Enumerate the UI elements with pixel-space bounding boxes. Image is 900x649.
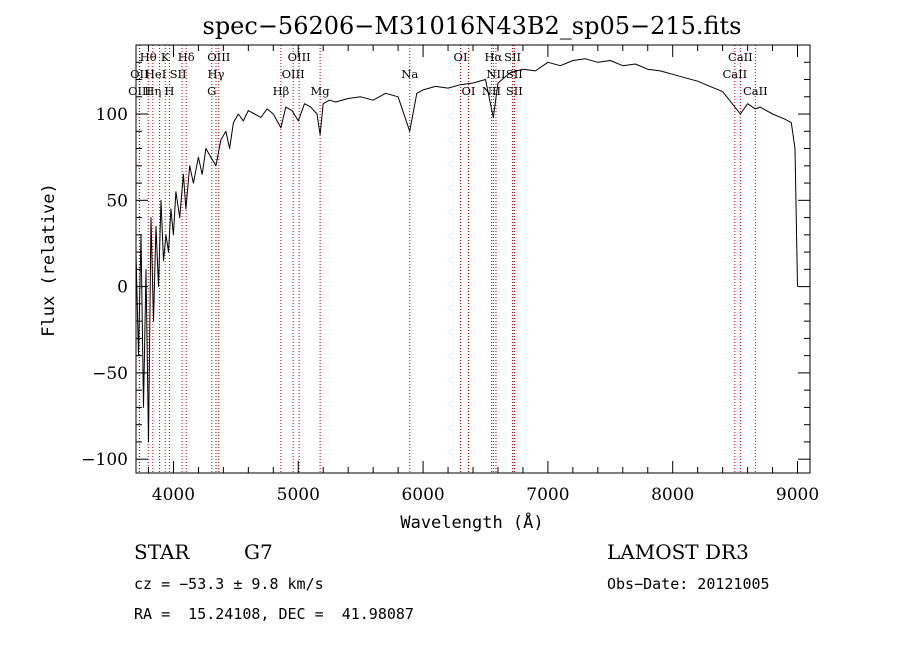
y-tick-label: −100 xyxy=(81,450,128,470)
y-tick-label: 100 xyxy=(96,105,128,125)
spectral-line-label: OII xyxy=(130,67,149,81)
spectral-line-label: Hη xyxy=(144,84,161,98)
object-class: STAR xyxy=(134,540,190,564)
spectral-line-label: CaII xyxy=(728,50,753,64)
spectral-line-labels: Hθ OII OIII K Hδ HeI SII Hη H OIII Hγ G OIII OIII Hβ Mg… xyxy=(128,50,768,98)
x-tick-label: 6000 xyxy=(401,485,444,505)
spectral-line-label: Hθ xyxy=(140,50,157,64)
observation-date: Obs−Date: 20121005 xyxy=(607,575,770,593)
survey-name: LAMOST DR3 xyxy=(607,540,749,564)
spectral-line-label: OIII xyxy=(282,67,305,81)
x-axis-label: Wavelength (Å) xyxy=(400,511,543,533)
spectral-line-label: OI xyxy=(462,84,476,98)
spectral-line-label: G xyxy=(207,84,216,98)
spectral-line-label: Na xyxy=(401,67,418,81)
coordinates: RA = 15.24108, DEC = 41.98087 xyxy=(134,605,414,623)
redshift-velocity: cz = −53.3 ± 9.8 km/s xyxy=(134,575,324,593)
spectral-line-markers xyxy=(138,45,756,473)
spectral-line-label: OIII xyxy=(207,50,230,64)
spectral-line-label: H xyxy=(164,84,174,98)
spectral-line-label: Mg xyxy=(311,84,331,98)
spectral-line-label: Hδ xyxy=(178,50,195,64)
y-tick-label: −50 xyxy=(92,364,128,384)
spectral-line-label: OI xyxy=(454,50,468,64)
spectral-line-label: Hβ xyxy=(273,84,290,98)
x-tick-label: 7000 xyxy=(526,485,569,505)
spectral-line-label: NII xyxy=(482,84,501,98)
y-tick-label: 0 xyxy=(117,278,128,298)
spectral-line-label: SII xyxy=(506,84,523,98)
spectral-line-label: OIII xyxy=(128,84,151,98)
spectrum-series xyxy=(135,58,798,443)
y-axis-label: Flux (relative) xyxy=(39,183,59,337)
spectral-line-label: SII xyxy=(170,67,187,81)
spectral-line-label: Hα xyxy=(484,50,502,64)
plot-frame xyxy=(135,44,811,474)
object-subclass: G7 xyxy=(244,540,273,564)
spectral-line-label: K xyxy=(161,50,170,64)
x-tick-label: 5000 xyxy=(277,485,320,505)
spectrum-line xyxy=(135,58,798,443)
spectral-line-label: NII xyxy=(486,67,505,81)
spectral-line-label: OIII xyxy=(288,50,311,64)
y-tick-label: 50 xyxy=(106,191,128,211)
spectral-line-label: SII xyxy=(504,50,521,64)
chart-title: spec−56206−M31016N43B2_sp05−215.fits xyxy=(203,12,742,40)
spectral-line-label: CaII xyxy=(722,67,747,81)
spectral-line-label: Hγ xyxy=(208,67,225,81)
spectral-line-label: CaII xyxy=(743,84,768,98)
y-axis-ticks: −100 −50 0 50 100 xyxy=(81,44,810,470)
x-tick-label: 9000 xyxy=(776,485,819,505)
spectral-line-label: HeI xyxy=(145,67,166,81)
x-tick-label: 4000 xyxy=(152,485,195,505)
x-tick-label: 8000 xyxy=(651,485,694,505)
x-axis-ticks: 4000 5000 6000 7000 8000 9000 xyxy=(147,45,819,505)
